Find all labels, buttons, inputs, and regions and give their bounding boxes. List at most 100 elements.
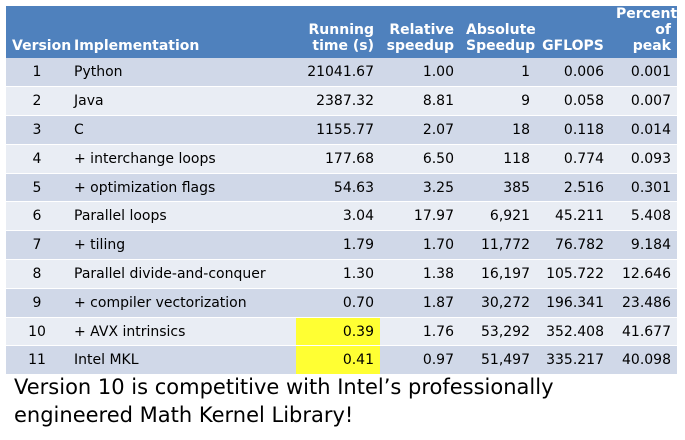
cell-version: 6: [6, 201, 68, 232]
cell-gflops: 2.516: [536, 173, 610, 203]
table-body: 1 Python 21041.67 1.00 1 0.006 0.001 2 J…: [6, 58, 677, 376]
cell-gflops: 335.217: [536, 345, 610, 376]
cell-relative-speedup: 0.97: [380, 345, 460, 376]
header-percent-peak-line2: of peak: [632, 22, 671, 54]
cell-running-time: 3.04: [296, 201, 380, 232]
cell-absolute-speedup: 53,292: [460, 317, 536, 347]
cell-percent-peak: 41.677: [610, 317, 677, 347]
header-running-time-line1: Running: [308, 22, 374, 38]
cell-implementation: + tiling: [68, 230, 296, 261]
cell-implementation: Parallel divide-and-conquer: [68, 259, 296, 289]
header-row: Version Implementation Running time (s) …: [6, 6, 677, 58]
cell-gflops: 0.774: [536, 144, 610, 174]
table-row: 9 + compiler vectorization 0.70 1.87 30,…: [6, 288, 677, 318]
cell-relative-speedup: 1.76: [380, 317, 460, 347]
table-row: 5 + optimization flags 54.63 3.25 385 2.…: [6, 173, 677, 203]
cell-absolute-speedup: 11,772: [460, 230, 536, 261]
cell-percent-peak: 9.184: [610, 230, 677, 261]
header-implementation: Implementation: [68, 6, 296, 58]
header-percent-peak-line1: Percent: [616, 6, 678, 22]
header-relative-speedup-line2: speedup: [386, 38, 454, 54]
cell-absolute-speedup: 18: [460, 115, 536, 145]
cell-percent-peak: 0.301: [610, 173, 677, 203]
cell-version: 4: [6, 144, 68, 174]
cell-gflops: 352.408: [536, 317, 610, 347]
cell-implementation: + compiler vectorization: [68, 288, 296, 318]
cell-percent-peak: 0.007: [610, 86, 677, 117]
table-row: 6 Parallel loops 3.04 17.97 6,921 45.211…: [6, 201, 677, 232]
header-running-time-line2: time (s): [312, 38, 374, 54]
cell-gflops: 0.118: [536, 115, 610, 145]
cell-absolute-speedup: 51,497: [460, 345, 536, 376]
cell-gflops: 0.006: [536, 58, 610, 88]
cell-running-time-highlighted: 0.41: [296, 345, 380, 376]
cell-version: 3: [6, 115, 68, 145]
cell-implementation: Python: [68, 58, 296, 88]
caption-line-2: engineered Math Kernel Library!: [14, 403, 354, 427]
header-relative-speedup: Relative speedup: [380, 6, 460, 58]
cell-implementation: Intel MKL: [68, 345, 296, 376]
cell-relative-speedup: 1.87: [380, 288, 460, 318]
cell-relative-speedup: 6.50: [380, 144, 460, 174]
cell-running-time: 1.30: [296, 259, 380, 289]
cell-relative-speedup: 1.00: [380, 58, 460, 88]
cell-version: 10: [6, 317, 68, 347]
cell-version: 8: [6, 259, 68, 289]
cell-relative-speedup: 3.25: [380, 173, 460, 203]
cell-absolute-speedup: 6,921: [460, 201, 536, 232]
header-absolute-speedup-line2: Speedup: [466, 38, 536, 54]
cell-running-time: 21041.67: [296, 58, 380, 88]
header-running-time: Running time (s): [296, 6, 380, 58]
cell-absolute-speedup: 16,197: [460, 259, 536, 289]
header-percent-peak: Percent of peak: [610, 6, 677, 58]
cell-running-time: 0.70: [296, 288, 380, 318]
table-row: 11 Intel MKL 0.41 0.97 51,497 335.217 40…: [6, 345, 677, 376]
header-version: Version: [6, 6, 71, 58]
cell-percent-peak: 0.014: [610, 115, 677, 145]
table-row: 8 Parallel divide-and-conquer 1.30 1.38 …: [6, 259, 677, 289]
cell-percent-peak: 40.098: [610, 345, 677, 376]
cell-running-time: 54.63: [296, 173, 380, 203]
cell-gflops: 45.211: [536, 201, 610, 232]
caption-line-1: Version 10 is competitive with Intel’s p…: [14, 375, 554, 399]
table-row: 7 + tiling 1.79 1.70 11,772 76.782 9.184: [6, 230, 677, 261]
cell-absolute-speedup: 9: [460, 86, 536, 117]
cell-running-time: 177.68: [296, 144, 380, 174]
cell-implementation: + optimization flags: [68, 173, 296, 203]
header-absolute-speedup-line1: Absolute: [466, 22, 536, 38]
cell-percent-peak: 0.093: [610, 144, 677, 174]
cell-running-time: 1.79: [296, 230, 380, 261]
header-gflops: GFLOPS: [536, 6, 610, 58]
cell-version: 1: [6, 58, 68, 88]
table-row: 4 + interchange loops 177.68 6.50 118 0.…: [6, 144, 677, 174]
table-header: Version Implementation Running time (s) …: [6, 6, 677, 58]
cell-relative-speedup: 1.38: [380, 259, 460, 289]
cell-version: 11: [6, 345, 68, 376]
cell-running-time: 1155.77: [296, 115, 380, 145]
cell-running-time: 2387.32: [296, 86, 380, 117]
cell-absolute-speedup: 30,272: [460, 288, 536, 318]
cell-relative-speedup: 17.97: [380, 201, 460, 232]
table-row: 3 C 1155.77 2.07 18 0.118 0.014: [6, 115, 677, 145]
cell-implementation: C: [68, 115, 296, 145]
table-row: 2 Java 2387.32 8.81 9 0.058 0.007: [6, 86, 677, 117]
header-relative-speedup-line1: Relative: [389, 22, 454, 38]
cell-absolute-speedup: 385: [460, 173, 536, 203]
cell-version: 9: [6, 288, 68, 318]
cell-percent-peak: 23.486: [610, 288, 677, 318]
header-absolute-speedup: Absolute Speedup: [460, 6, 536, 58]
cell-relative-speedup: 8.81: [380, 86, 460, 117]
cell-version: 5: [6, 173, 68, 203]
performance-table-container: Version Implementation Running time (s) …: [6, 6, 677, 376]
cell-gflops: 196.341: [536, 288, 610, 318]
cell-gflops: 76.782: [536, 230, 610, 261]
slide-caption: Version 10 is competitive with Intel’s p…: [14, 373, 674, 429]
cell-implementation: + AVX intrinsics: [68, 317, 296, 347]
cell-version: 2: [6, 86, 68, 117]
cell-version: 7: [6, 230, 68, 261]
cell-implementation: + interchange loops: [68, 144, 296, 174]
cell-relative-speedup: 2.07: [380, 115, 460, 145]
cell-gflops: 105.722: [536, 259, 610, 289]
cell-percent-peak: 5.408: [610, 201, 677, 232]
cell-implementation: Java: [68, 86, 296, 117]
